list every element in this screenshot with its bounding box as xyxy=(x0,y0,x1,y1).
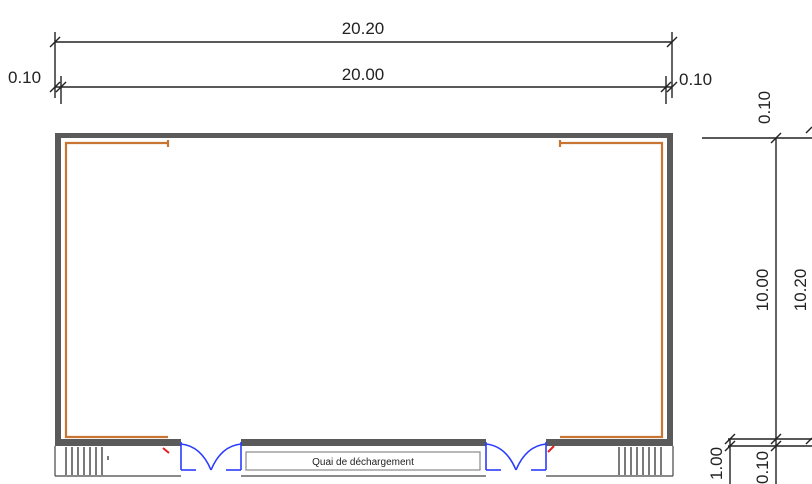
right-dimensions xyxy=(702,126,812,484)
door-right xyxy=(485,442,547,471)
dim-left-wall: 0.10 xyxy=(8,68,41,87)
loading-dock xyxy=(54,446,674,477)
dim-overall-depth: 10.20 xyxy=(791,269,810,312)
dim-right-bottom-wall: 0.10 xyxy=(753,451,772,484)
dim-overall-width: 20.20 xyxy=(342,19,385,38)
dim-right-top-wall: 0.10 xyxy=(755,91,774,124)
interior-racking xyxy=(64,140,664,439)
dock-stairs-left xyxy=(65,447,109,475)
dim-inner-depth: 10.00 xyxy=(753,269,772,312)
dim-inner-width: 20.00 xyxy=(342,65,385,84)
dock-stairs-right xyxy=(618,447,662,475)
dock-label: Quai de déchargement xyxy=(312,457,414,468)
dim-dock-depth: 1.00 xyxy=(707,447,726,480)
door-left xyxy=(180,442,242,471)
dim-right-wall: 0.10 xyxy=(679,70,712,89)
building-walls xyxy=(55,133,673,446)
door-accents xyxy=(162,445,555,454)
top-dimensions xyxy=(49,32,678,104)
